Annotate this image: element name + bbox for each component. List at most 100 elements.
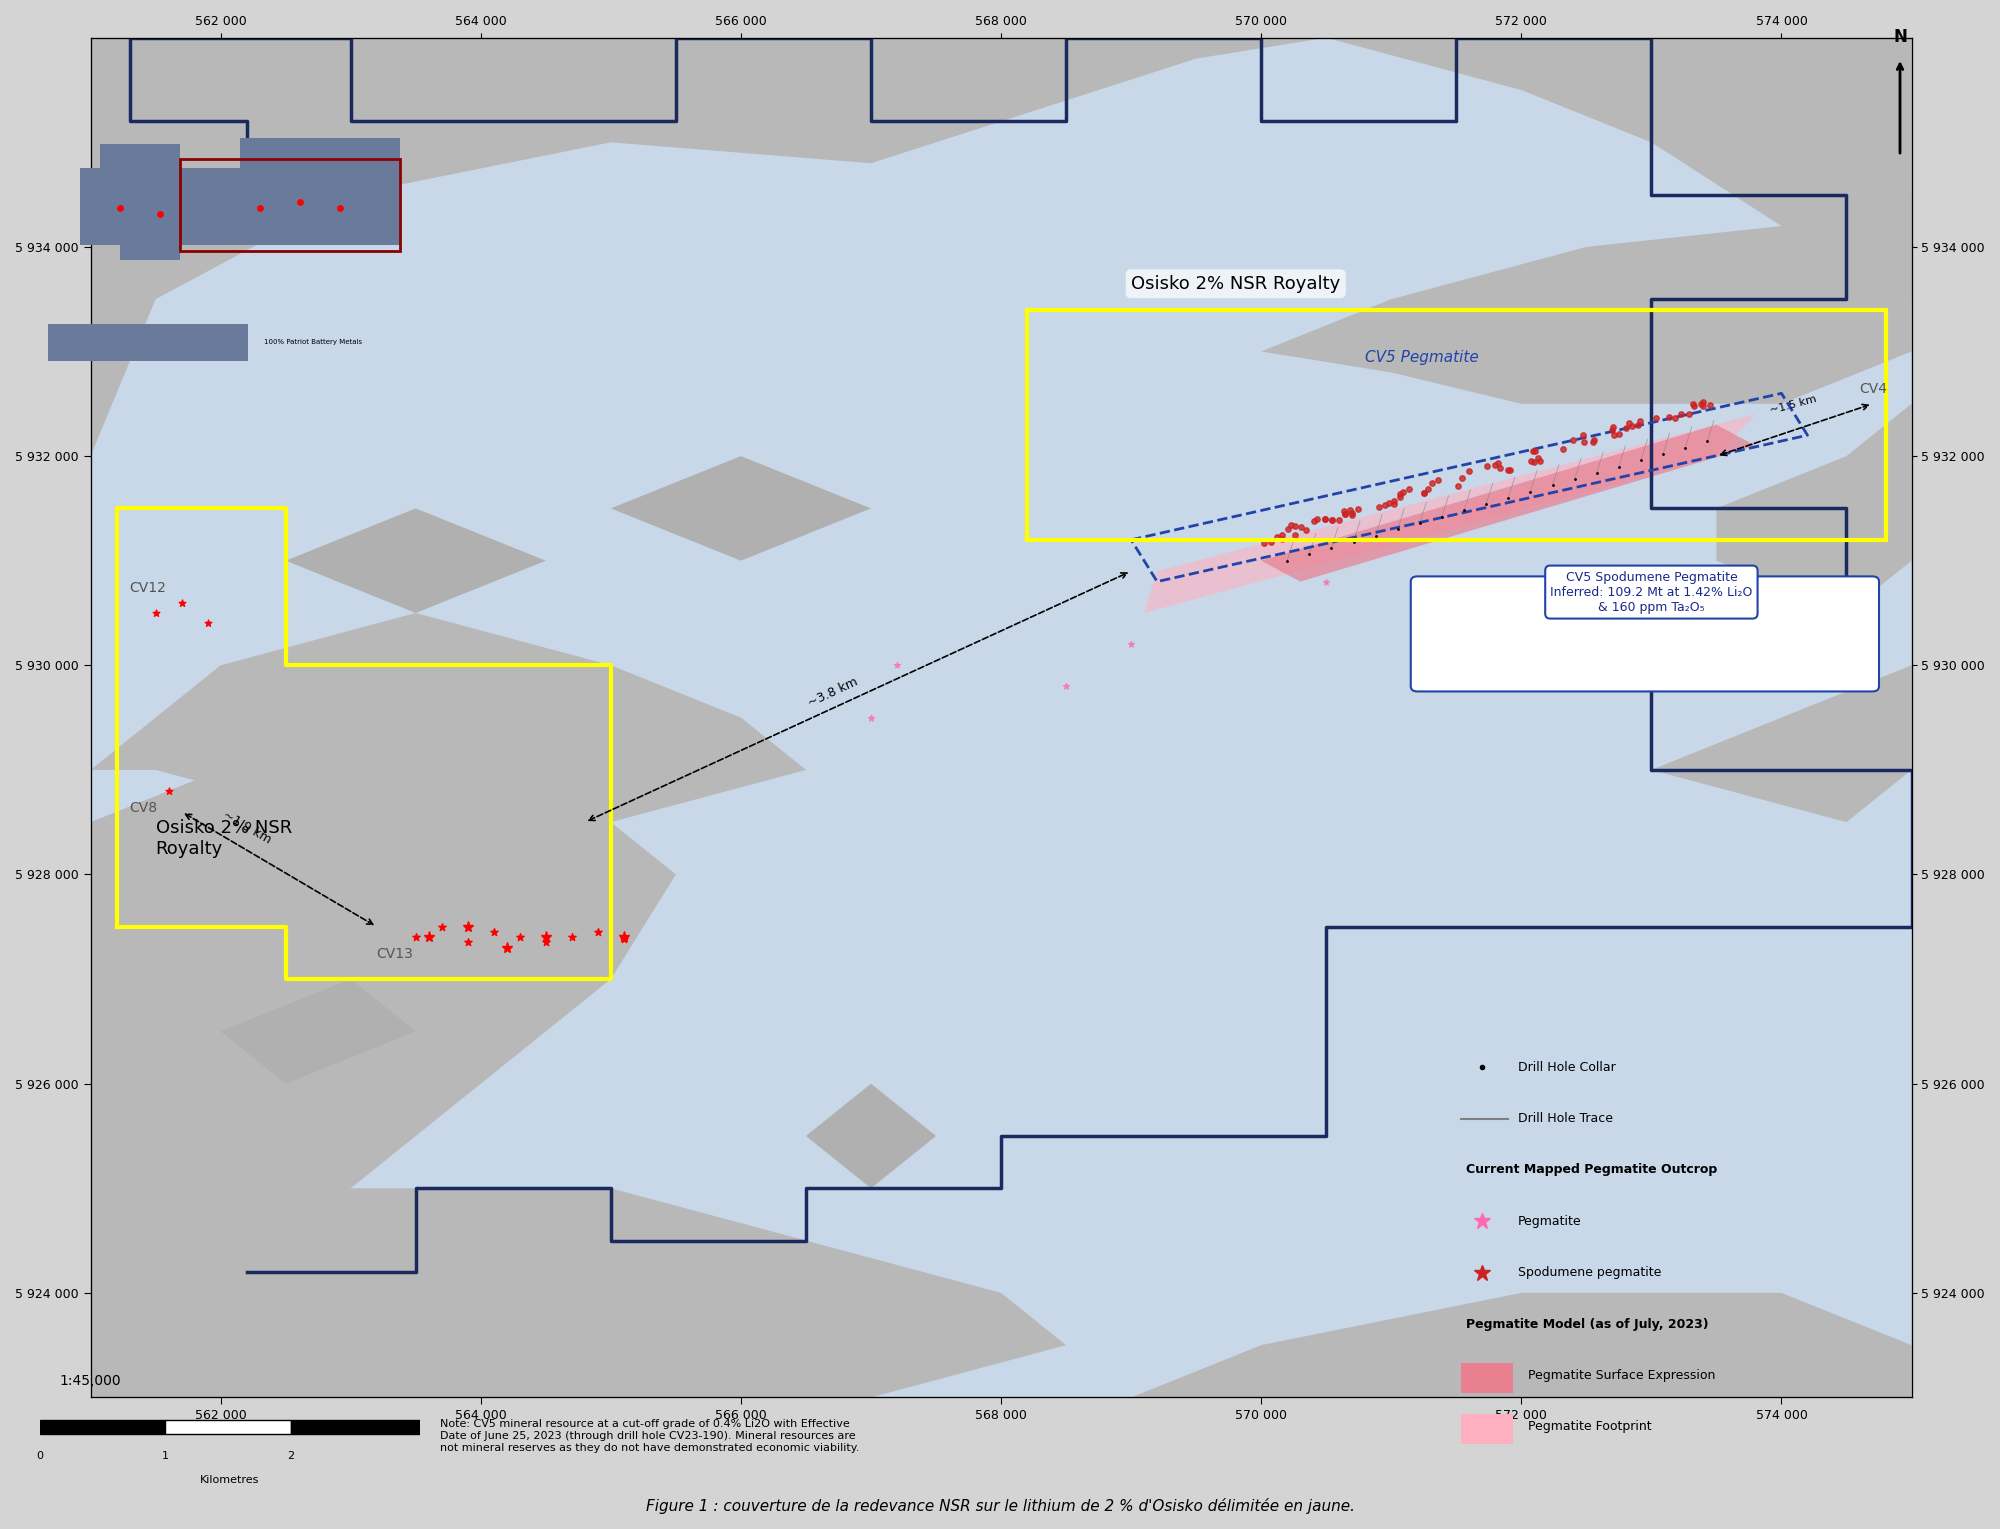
Point — [1408, 480, 1440, 505]
Text: CV5 Spodumene Pegmatite
Inferred: 109.2 Mt at 1.42% Li₂O
& 160 ppm Ta₂O₅: CV5 Spodumene Pegmatite Inferred: 109.2 … — [1550, 570, 1752, 613]
Text: 0: 0 — [36, 1451, 44, 1460]
Point — [1518, 439, 1550, 463]
Text: CV13: CV13 — [376, 946, 414, 962]
FancyBboxPatch shape — [1460, 1414, 1512, 1443]
Point — [1686, 390, 1718, 414]
Point — [556, 925, 588, 950]
Text: Spodumene pegmatite: Spodumene pegmatite — [1518, 1266, 1662, 1280]
Text: Kilometres: Kilometres — [200, 1475, 260, 1485]
Polygon shape — [90, 613, 806, 823]
Point — [1254, 529, 1286, 553]
Point — [1442, 474, 1474, 498]
Point — [1330, 502, 1362, 526]
Text: Osisko 2% NSR Royalty: Osisko 2% NSR Royalty — [1132, 275, 1340, 292]
Point — [452, 930, 484, 954]
Point — [1694, 393, 1726, 417]
Point — [1484, 456, 1516, 480]
Point — [1278, 514, 1310, 538]
Polygon shape — [1262, 425, 1756, 581]
Point — [1446, 466, 1478, 491]
Point — [1624, 408, 1656, 433]
FancyBboxPatch shape — [290, 1419, 420, 1434]
Point — [324, 196, 356, 220]
Text: Osisko 2% NSR
Royalty: Osisko 2% NSR Royalty — [156, 818, 292, 858]
Point — [1322, 508, 1354, 532]
Point — [1568, 430, 1600, 454]
Point — [1596, 417, 1628, 442]
Text: Drill Hole Trace: Drill Hole Trace — [1518, 1112, 1612, 1125]
FancyBboxPatch shape — [40, 1419, 166, 1434]
Polygon shape — [220, 979, 416, 1084]
Text: 100% Patriot Battery Metals: 100% Patriot Battery Metals — [264, 339, 362, 346]
Bar — [1028, 310, 1886, 540]
FancyBboxPatch shape — [1410, 576, 1880, 691]
Point — [1286, 515, 1318, 540]
Point — [1368, 492, 1400, 517]
Text: Pegmatite Surface Expression: Pegmatite Surface Expression — [1528, 1368, 1716, 1382]
Point — [1672, 402, 1704, 427]
Polygon shape — [610, 456, 870, 561]
FancyBboxPatch shape — [240, 138, 400, 168]
Text: 1:45,000: 1:45,000 — [60, 1375, 120, 1388]
Point — [1470, 454, 1502, 479]
Point — [1610, 416, 1642, 440]
Point — [1578, 428, 1610, 453]
Point — [1596, 414, 1628, 439]
Point — [608, 927, 640, 951]
Point — [1334, 498, 1366, 523]
Point — [1290, 518, 1322, 543]
Point — [1494, 457, 1526, 482]
Point — [1342, 497, 1374, 521]
Point — [1514, 448, 1546, 472]
FancyBboxPatch shape — [1460, 1362, 1512, 1393]
Point — [104, 196, 136, 220]
Point — [1578, 430, 1610, 454]
Text: Pegmatite Footprint: Pegmatite Footprint — [1528, 1420, 1652, 1433]
Point — [1378, 489, 1410, 514]
Polygon shape — [90, 38, 1912, 456]
Point — [1678, 394, 1710, 419]
Point — [1622, 413, 1654, 437]
Point — [1298, 509, 1330, 534]
Text: ~1.9 km: ~1.9 km — [220, 807, 274, 846]
Point — [1686, 393, 1718, 417]
Point — [1266, 526, 1298, 550]
Polygon shape — [806, 1084, 936, 1188]
Point — [1374, 491, 1406, 515]
Point — [1388, 480, 1420, 505]
Point — [1272, 517, 1304, 541]
Point — [426, 914, 458, 939]
Text: CV4: CV4 — [1860, 382, 1888, 396]
Point — [1260, 524, 1292, 549]
Point — [1524, 448, 1556, 472]
Polygon shape — [1132, 1294, 1912, 1398]
Point — [1274, 514, 1306, 538]
Point — [1492, 457, 1524, 482]
Point — [166, 590, 198, 615]
Point — [1328, 498, 1360, 523]
Text: CV5 Pegmatite: CV5 Pegmatite — [1366, 350, 1478, 365]
Text: CV8: CV8 — [130, 801, 158, 815]
Point — [1678, 391, 1710, 416]
Point — [1362, 495, 1394, 520]
Point — [530, 930, 562, 954]
Point — [1522, 445, 1554, 469]
Point — [1248, 531, 1280, 555]
Point — [1384, 485, 1416, 509]
Point — [1408, 482, 1440, 506]
Point — [1310, 569, 1342, 593]
Polygon shape — [1716, 404, 1912, 613]
Point — [1336, 503, 1368, 528]
Point — [1566, 424, 1598, 448]
Polygon shape — [1262, 194, 1912, 404]
Point — [152, 778, 184, 803]
Polygon shape — [1652, 665, 1912, 823]
FancyBboxPatch shape — [100, 144, 180, 168]
Point — [1308, 506, 1340, 531]
Text: N: N — [1894, 28, 1906, 46]
Polygon shape — [1144, 414, 1756, 613]
Point — [1300, 506, 1332, 531]
Point — [478, 920, 510, 945]
Point — [582, 920, 614, 945]
Point — [1116, 631, 1148, 656]
